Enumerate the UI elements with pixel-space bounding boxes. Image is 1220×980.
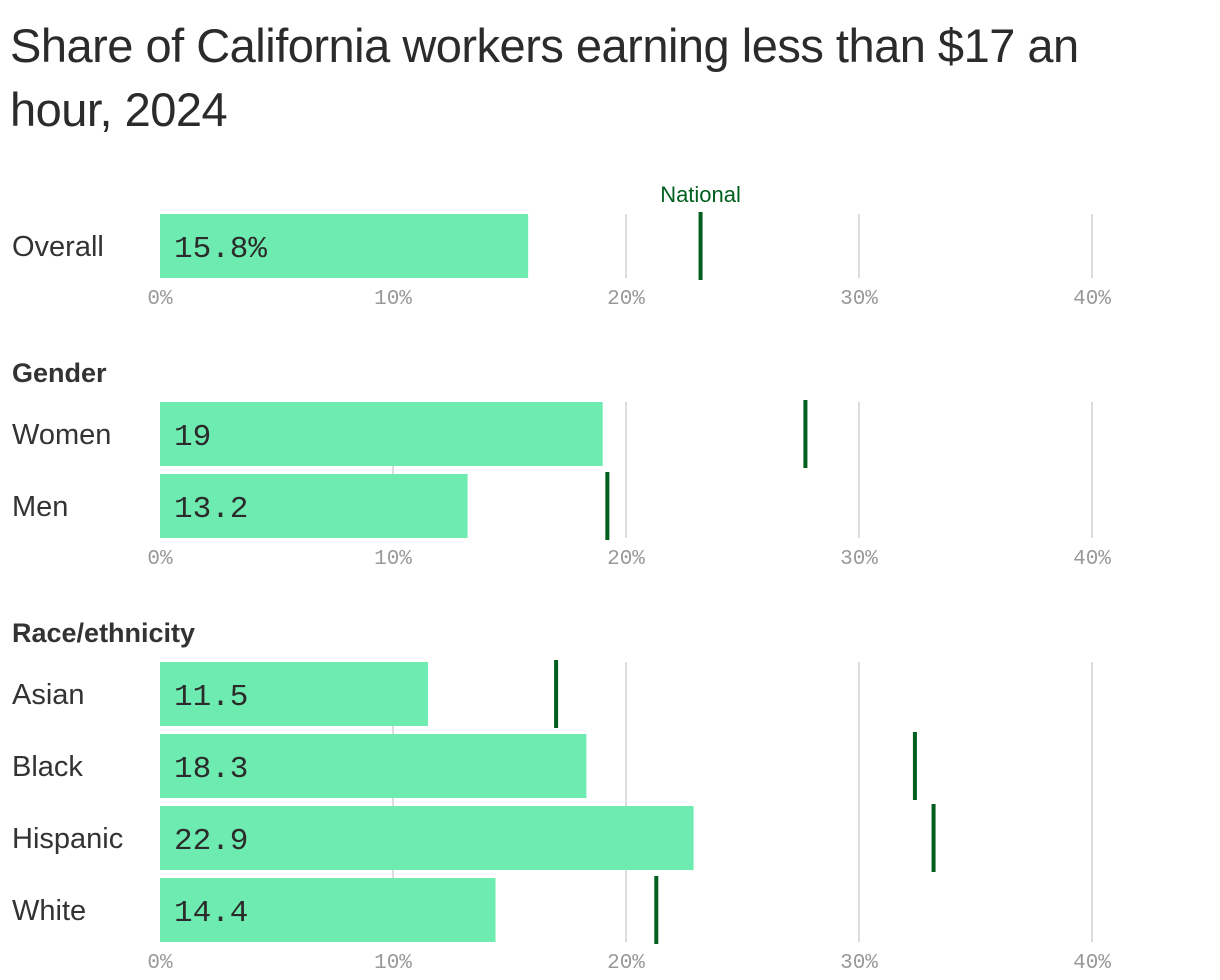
data-label: 11.5 [174,680,248,715]
category-label: Overall [12,231,104,263]
bar [160,878,496,942]
category-label: White [12,895,86,927]
category-label: Men [12,491,68,523]
tick-label: 0% [147,288,173,311]
bar [160,214,529,278]
bar [160,806,694,870]
tick-label: 40% [1073,548,1111,571]
group-title: Race/ethnicity [12,618,195,648]
data-label: 22.9 [174,824,248,859]
category-label: Asian [12,679,85,711]
national-marker [554,660,559,728]
tick-label: 20% [607,288,645,311]
tick-label: 0% [147,548,173,571]
bar [160,402,603,466]
bar [160,734,587,798]
national-marker-label: National [660,182,741,207]
data-label: 13.2 [174,492,248,527]
tick-label: 20% [607,952,645,975]
chart-title: Share of California workers earning less… [10,19,1079,136]
tick-label: 30% [840,952,878,975]
national-marker [605,472,610,540]
data-label: 19 [174,420,211,455]
category-label: Hispanic [12,823,123,855]
tick-label: 10% [374,548,412,571]
data-label: 14.4 [174,896,248,931]
group-title: Gender [12,358,107,388]
tick-label: 30% [840,548,878,571]
national-marker [698,212,703,280]
national-marker [654,876,659,944]
data-label: 18.3 [174,752,248,787]
data-label: 15.8% [174,232,267,267]
national-marker [931,804,936,872]
category-label: Women [12,419,111,451]
national-marker [803,400,808,468]
bar [160,474,468,538]
tick-label: 40% [1073,288,1111,311]
national-marker [912,732,917,800]
tick-label: 10% [374,288,412,311]
tick-label: 20% [607,548,645,571]
tick-label: 10% [374,952,412,975]
bar [160,662,428,726]
tick-label: 30% [840,288,878,311]
tick-label: 40% [1073,952,1111,975]
tick-label: 0% [147,952,173,975]
category-label: Black [12,751,83,783]
